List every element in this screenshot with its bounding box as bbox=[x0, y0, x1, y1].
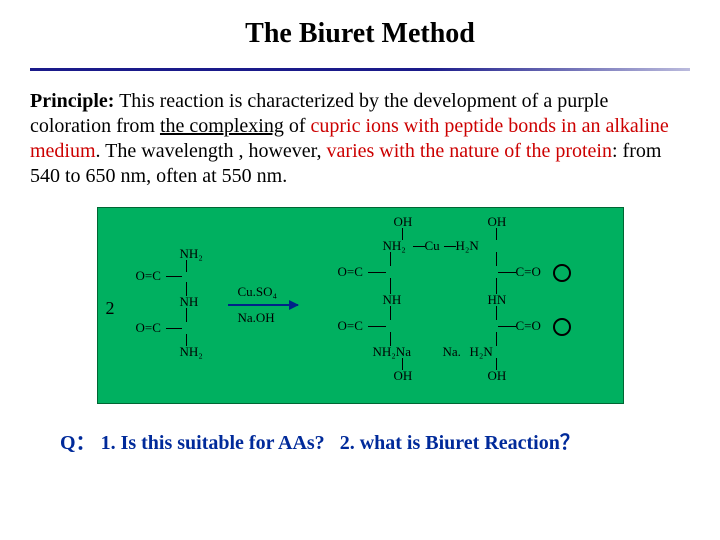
questions-line: Q： 1. Is this suitable for AAs? 2. what … bbox=[60, 426, 690, 455]
marker-circle-1 bbox=[553, 264, 571, 282]
p-oh-tl: OH bbox=[394, 214, 413, 230]
p-nh2-tl: NH₂ bbox=[383, 238, 406, 254]
left-oc2: O=C bbox=[136, 320, 161, 336]
left-oc1: O=C bbox=[136, 268, 161, 284]
p-hn-r: HN bbox=[488, 292, 507, 308]
left-nh2-top: NH₂ bbox=[180, 246, 203, 262]
p-co2: C=O bbox=[516, 318, 541, 334]
divider bbox=[30, 68, 690, 71]
p-oh-bl: OH bbox=[394, 368, 413, 384]
p-oh-br: OH bbox=[488, 368, 507, 384]
p-oc2: O=C bbox=[338, 318, 363, 334]
p-h2n-b: H₂N bbox=[470, 344, 493, 360]
reagent-naoh: Na.OH bbox=[238, 310, 275, 326]
q1: 1. Is this suitable for AAs? bbox=[101, 432, 325, 454]
p-oh-tr: OH bbox=[488, 214, 507, 230]
principle-red2: varies with the nature of the protein bbox=[327, 140, 612, 162]
p-oc1: O=C bbox=[338, 264, 363, 280]
q2: 2. what is Biuret Reaction？ bbox=[340, 432, 580, 454]
reaction-diagram: 2 NH₂ O=C NH O=C NH₂ Cu.SO₄ Na.OH OH NH₂… bbox=[97, 207, 624, 404]
principle-part2: of bbox=[284, 115, 311, 137]
slide-title: The Biuret Method bbox=[30, 18, 690, 50]
p-nh2na: NH₂Na bbox=[373, 344, 411, 360]
principle-underline: the complexing bbox=[160, 115, 284, 137]
principle-label: Principle: bbox=[30, 90, 114, 112]
reaction-arrow bbox=[228, 304, 298, 306]
p-cu: Cu bbox=[425, 238, 440, 254]
reagent-cuso4: Cu.SO₄ bbox=[238, 284, 278, 300]
q-label: Q： bbox=[60, 432, 96, 454]
coeff: 2 bbox=[106, 298, 115, 319]
p-h2n-tr: H₂N bbox=[456, 238, 479, 254]
left-nh: NH bbox=[180, 294, 199, 310]
p-na: Na. bbox=[443, 344, 461, 360]
p-co1: C=O bbox=[516, 264, 541, 280]
principle-part3: . The wavelength , however, bbox=[96, 140, 327, 162]
marker-circle-2 bbox=[553, 318, 571, 336]
principle-text: Principle: This reaction is characterize… bbox=[30, 89, 690, 189]
left-nh2-bot: NH₂ bbox=[180, 344, 203, 360]
p-nh-l: NH bbox=[383, 292, 402, 308]
